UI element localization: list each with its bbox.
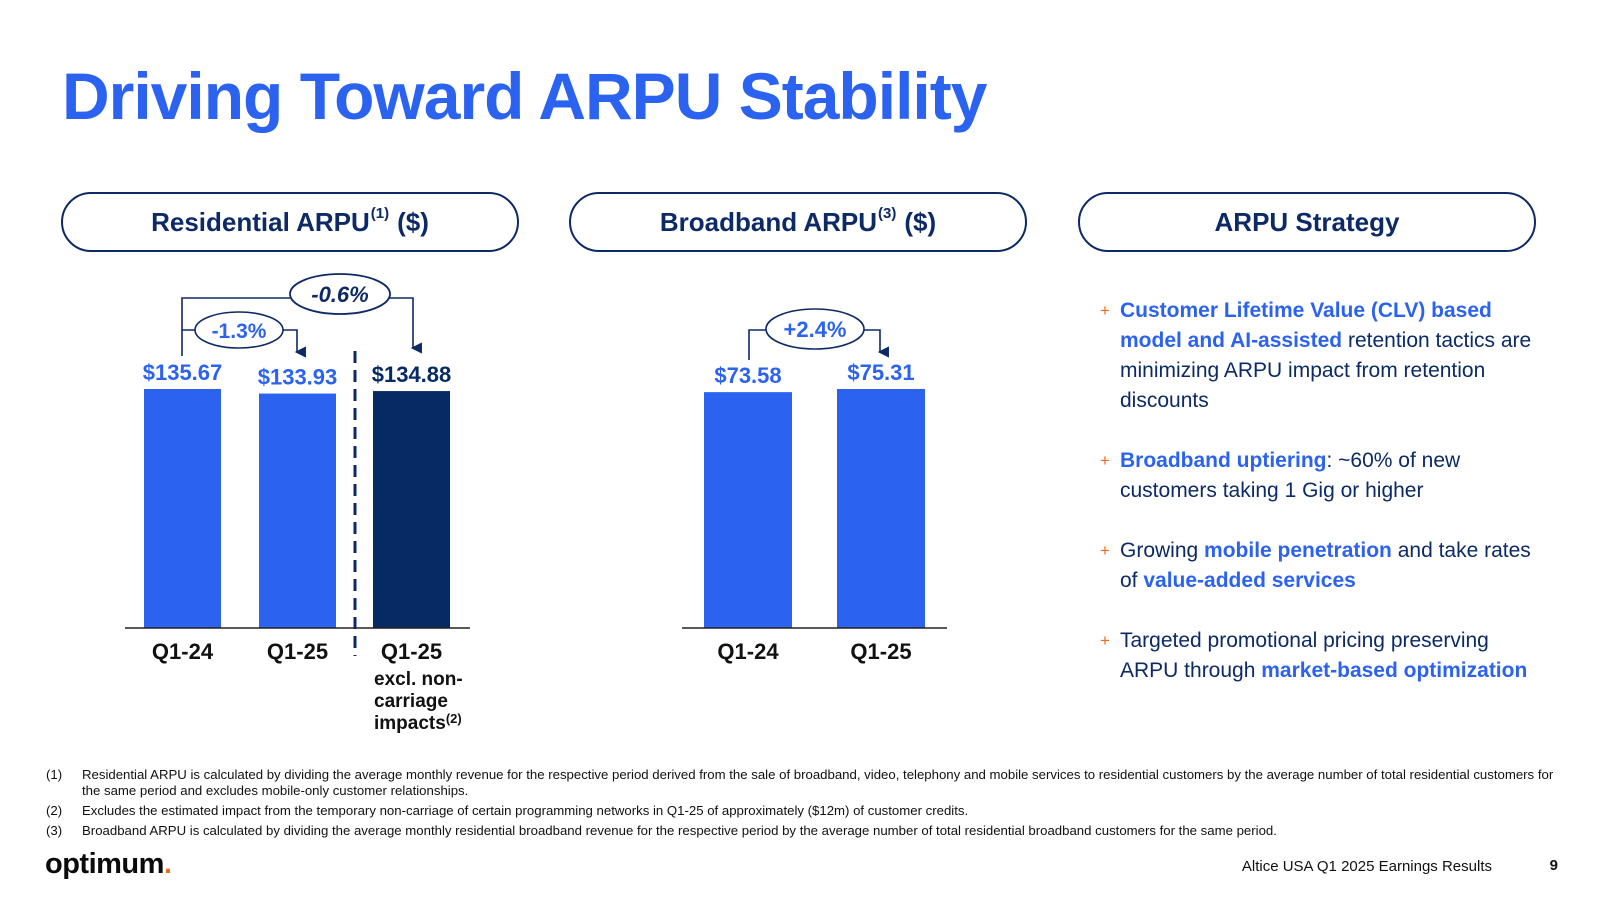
annotation-bubble	[194, 311, 284, 349]
broadband-arpu-header: Broadband ARPU (3) ($)	[569, 192, 1027, 252]
bar-value-label: $134.88	[372, 362, 452, 387]
annotation-arrow	[282, 329, 306, 358]
bar	[373, 391, 450, 628]
broadband-arpu-footnote-ref: (3)	[878, 204, 897, 222]
footnote-number: (2)	[46, 803, 63, 818]
plus-icon: +	[1100, 301, 1110, 320]
annotation-bracket	[748, 329, 766, 360]
arpu-strategy-header: ARPU Strategy	[1078, 192, 1536, 252]
annotation-bracket	[181, 329, 196, 356]
strategy-text: : ~60% of new customers taking 1 Gig or …	[1120, 449, 1461, 502]
strategy-text: and take rates of	[1120, 539, 1531, 592]
bar-value-label: $133.93	[258, 365, 338, 390]
footnote: (2) Excludes the estimated impact from th…	[46, 803, 1556, 819]
arpu-strategy-label: ARPU Strategy	[1214, 206, 1400, 237]
strategy-highlight: Customer Lifetime Value (CLV) based mode…	[1120, 299, 1492, 352]
annotation-bracket	[181, 297, 290, 330]
bar	[259, 393, 336, 628]
strategy-bullet: + Customer Lifetime Value (CLV) based mod…	[1100, 296, 1540, 416]
annotation-bubble	[289, 273, 391, 315]
residential-arpu-unit: ($)	[397, 206, 429, 237]
bar	[837, 389, 925, 628]
strategy-text: Growing	[1120, 539, 1205, 562]
bar	[144, 389, 221, 628]
annotation-arrow	[864, 329, 889, 358]
plus-icon: +	[1100, 451, 1110, 470]
category-label: Q1-25	[267, 639, 328, 664]
category-sublabel: carriage	[374, 691, 448, 712]
bar-value-label: $75.31	[847, 360, 914, 385]
footnote: (1) Residential ARPU is calculated by div…	[46, 767, 1556, 799]
arpu-charts: $135.67 Q1-24 $133.93 Q1-25 $134.88 Q1-25 excl…	[125, 273, 947, 734]
footnote-ref: (2)	[446, 711, 462, 726]
annotation-label: -1.3%	[212, 320, 267, 343]
strategy-text: Targeted promotional pricing preserving …	[1120, 629, 1489, 682]
footnote-text: Residential ARPU is calculated by dividi…	[82, 767, 1554, 798]
category-label: Q1-24	[152, 639, 214, 664]
plus-icon: +	[1100, 541, 1110, 560]
broadband-arpu-unit: ($)	[904, 206, 937, 237]
category-sublabel: impacts(2)	[374, 711, 462, 734]
residential-arpu-header: Residential ARPU (1) ($)	[61, 192, 519, 252]
arpu-strategy-list: + Customer Lifetime Value (CLV) based mod…	[1100, 296, 1540, 716]
footnote-text: Broadband ARPU is calculated by dividing…	[82, 823, 1277, 838]
broadband-arpu-label: Broadband ARPU	[659, 206, 878, 237]
category-label: Q1-25	[850, 639, 911, 664]
residential-arpu-label: Residential ARPU	[151, 206, 370, 237]
annotation-bubble	[765, 308, 865, 350]
category-label: Q1-24	[717, 639, 779, 664]
strategy-bullet: + Targeted promotional pricing preserving…	[1100, 626, 1540, 686]
plus-icon: +	[1100, 631, 1110, 650]
page-title: Driving Toward ARPU Stability	[62, 59, 987, 133]
footnotes: (1) Residential ARPU is calculated by div…	[46, 767, 1556, 843]
annotation-label: -0.6%	[311, 282, 368, 307]
strategy-bullet: + Growing mobile penetration and take rat…	[1100, 536, 1540, 596]
footnote-number: (1)	[46, 767, 63, 782]
category-label: Q1-25	[381, 639, 442, 664]
residential-arpu-footnote-ref: (1)	[370, 204, 390, 222]
strategy-highlight: market-based optimization	[1261, 659, 1528, 682]
page-number: 9	[1549, 857, 1558, 874]
strategy-text: retention tactics are minimizing ARPU im…	[1120, 329, 1532, 412]
bar-value-label: $73.58	[714, 363, 781, 388]
annotation-label: +2.4%	[784, 317, 847, 342]
strategy-highlight: mobile penetration	[1204, 539, 1392, 562]
category-sublabel: excl. non-	[374, 669, 463, 690]
optimum-logo: optimum.	[45, 848, 172, 880]
strategy-highlight: value-added services	[1143, 569, 1356, 592]
footer-caption: Altice USA Q1 2025 Earnings Results	[1241, 858, 1492, 875]
bar-value-label: $135.67	[143, 360, 223, 385]
annotation-arrow	[389, 297, 422, 354]
bar	[704, 392, 792, 628]
footnote-text: Excludes the estimated impact from the t…	[82, 803, 969, 818]
strategy-highlight: Broadband uptiering	[1120, 449, 1327, 472]
footnote: (3) Broadband ARPU is calculated by divid…	[46, 823, 1556, 839]
strategy-bullet: + Broadband uptiering: ~60% of new custom…	[1100, 446, 1540, 506]
footnote-number: (3)	[46, 823, 63, 838]
